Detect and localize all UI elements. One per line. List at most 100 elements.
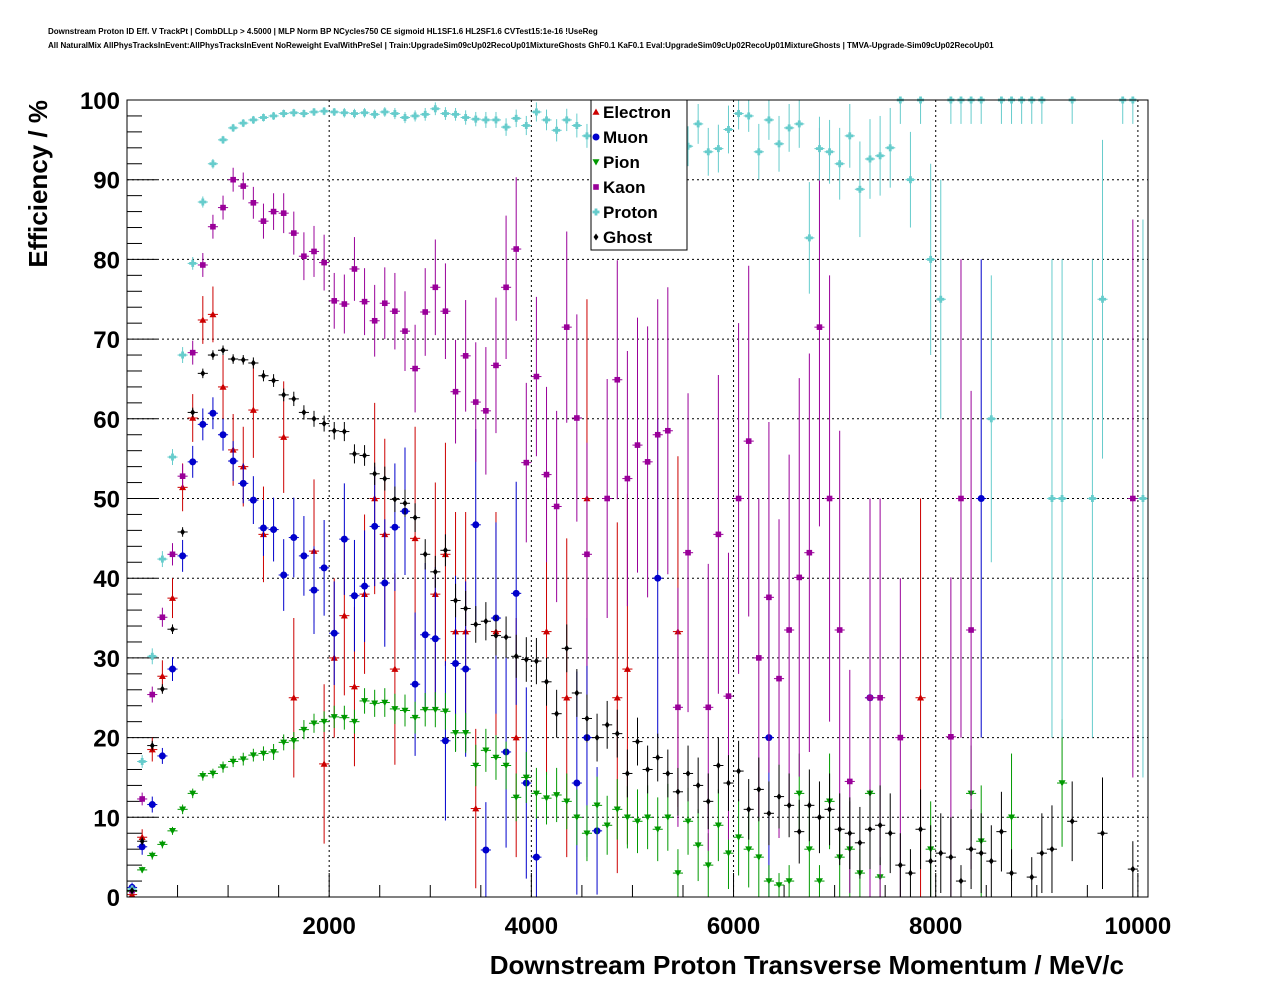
point-marker [685, 769, 691, 777]
data-point [440, 692, 451, 730]
data-point [521, 751, 532, 803]
point-marker [219, 431, 227, 439]
data-point [308, 410, 320, 427]
point-marker [1009, 869, 1014, 877]
point-marker [522, 774, 530, 781]
point-marker [565, 116, 569, 124]
data-point [288, 108, 299, 117]
data-point [399, 489, 411, 517]
data-point [571, 314, 582, 522]
point-marker [977, 495, 985, 502]
point-marker [381, 699, 389, 707]
point-marker [270, 749, 278, 756]
point-marker [563, 798, 571, 805]
point-marker [340, 612, 348, 619]
point-marker [180, 528, 186, 536]
point-marker [777, 140, 781, 148]
data-point [349, 709, 360, 734]
point-marker [179, 552, 187, 560]
point-marker [391, 665, 399, 672]
data-point [157, 551, 168, 568]
point-marker [887, 829, 893, 837]
x-tick-label: 4000 [505, 913, 558, 940]
data-point [369, 466, 380, 587]
point-marker [553, 792, 561, 799]
point-marker [240, 356, 246, 364]
point-marker [462, 730, 470, 737]
point-marker [150, 652, 154, 660]
point-marker [331, 427, 337, 435]
data-point [824, 773, 835, 846]
point-marker [442, 308, 449, 315]
data-point [389, 573, 400, 765]
data-point [217, 418, 229, 451]
data-point [955, 259, 967, 738]
data-point [763, 100, 774, 140]
data-point [187, 394, 198, 442]
data-point [915, 96, 926, 124]
x-tick-label: 8000 [909, 913, 962, 940]
point-marker [371, 700, 379, 707]
data-point [379, 519, 390, 647]
data-point [784, 103, 795, 152]
data-point [581, 123, 593, 148]
data-point [308, 713, 320, 733]
data-point [137, 792, 148, 806]
data-point [369, 462, 380, 485]
point-marker [655, 754, 661, 762]
data-point [632, 717, 643, 766]
point-marker [766, 809, 772, 817]
point-marker [665, 769, 671, 777]
data-point [217, 761, 229, 773]
data-point [329, 107, 340, 116]
data-point [824, 275, 835, 722]
data-point [632, 317, 643, 573]
point-marker [532, 790, 540, 797]
data-point [440, 534, 451, 567]
point-marker [262, 114, 265, 122]
point-marker [543, 795, 551, 802]
point-marker [1058, 780, 1066, 787]
point-marker [139, 796, 145, 802]
point-marker [563, 694, 571, 701]
series-ghost [127, 345, 1138, 897]
data-point [733, 100, 744, 130]
point-marker [159, 614, 166, 621]
point-marker [716, 145, 720, 153]
point-marker [745, 438, 752, 444]
data-point [945, 96, 956, 124]
point-marker [168, 594, 176, 601]
data-point [268, 111, 279, 120]
data-point [561, 624, 572, 673]
point-marker [848, 132, 852, 140]
point-marker [371, 317, 378, 324]
point-marker [200, 369, 206, 377]
point-marker [138, 843, 146, 851]
data-point [501, 616, 512, 658]
point-marker [239, 479, 247, 487]
data-point [875, 785, 886, 866]
data-point [733, 323, 744, 674]
data-point [167, 449, 178, 466]
point-marker [745, 846, 753, 853]
data-point [925, 163, 936, 356]
point-marker [868, 155, 872, 163]
data-point [470, 744, 481, 787]
data-point [359, 107, 370, 118]
point-marker [613, 806, 621, 813]
point-marker [765, 878, 773, 885]
point-marker [221, 136, 225, 144]
point-marker [259, 750, 267, 758]
data-point [571, 113, 582, 138]
point-marker [523, 459, 530, 466]
data-point [743, 779, 754, 840]
point-marker [452, 659, 460, 667]
data-point [511, 177, 522, 321]
point-marker [816, 324, 823, 330]
point-marker [1100, 829, 1105, 837]
data-point [1097, 139, 1108, 459]
data-point [298, 516, 309, 596]
point-marker [795, 790, 803, 797]
data-point [763, 865, 774, 897]
data-point [187, 257, 198, 270]
